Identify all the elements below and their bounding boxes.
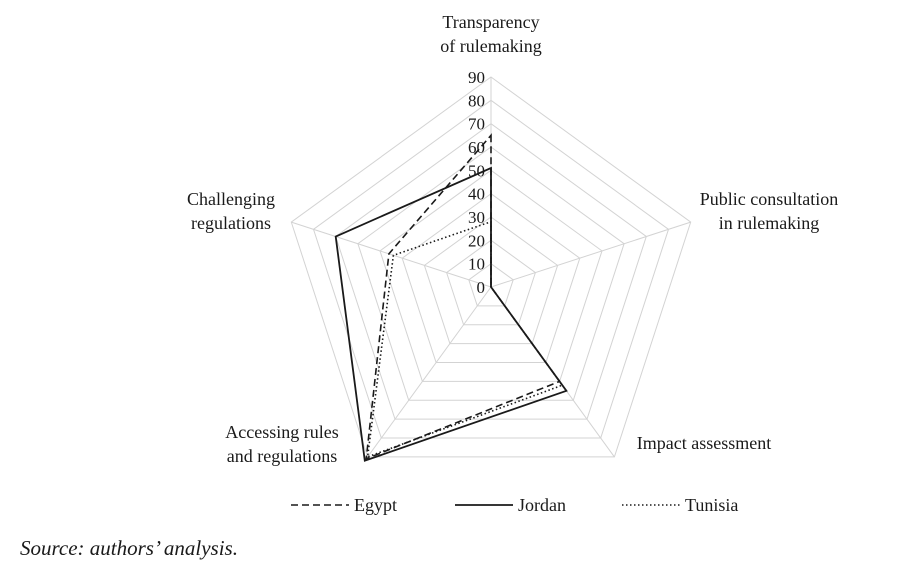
grid-ring — [446, 239, 536, 326]
tick-label: 20 — [468, 231, 485, 250]
grid-ring — [379, 169, 603, 382]
grid-ring — [423, 216, 559, 345]
axis-label: Impact assessment — [637, 433, 771, 453]
grid-spoke — [291, 221, 492, 288]
legend-label-jordan: Jordan — [518, 495, 566, 515]
series-lines — [334, 133, 568, 462]
grid-ring — [401, 193, 581, 363]
source-note: Source: authors’ analysis. — [20, 536, 238, 560]
tick-label: 70 — [468, 115, 485, 134]
grid-ring — [290, 76, 692, 458]
axis-label: Transparency of rulemaking — [440, 12, 541, 56]
axis-label: Challenging regulations — [187, 189, 275, 233]
grid-spoke — [367, 286, 492, 458]
tick-label: 90 — [468, 68, 485, 87]
legend-label-tunisia: Tunisia — [685, 495, 738, 515]
grid-ring — [357, 146, 625, 401]
axis-label: Accessing rules and regulations — [225, 422, 338, 466]
tick-label: 40 — [468, 185, 485, 204]
tick-label: 0 — [477, 278, 486, 297]
legend-label-egypt: Egypt — [354, 495, 397, 515]
grid-ring — [468, 263, 514, 307]
axis-labels: Transparency of rulemaking Public consulta… — [187, 12, 838, 466]
tick-label: 30 — [468, 208, 485, 227]
axis-label: Public consultation in rulemaking — [700, 189, 839, 233]
grid-ring — [312, 99, 670, 439]
grid-spoke — [490, 221, 691, 288]
tick-label: 60 — [468, 138, 485, 157]
legend: Egypt Jordan Tunisia — [291, 495, 738, 515]
tick-label: 10 — [468, 255, 485, 274]
grid-ring — [335, 123, 647, 420]
tick-label: 80 — [468, 91, 485, 110]
